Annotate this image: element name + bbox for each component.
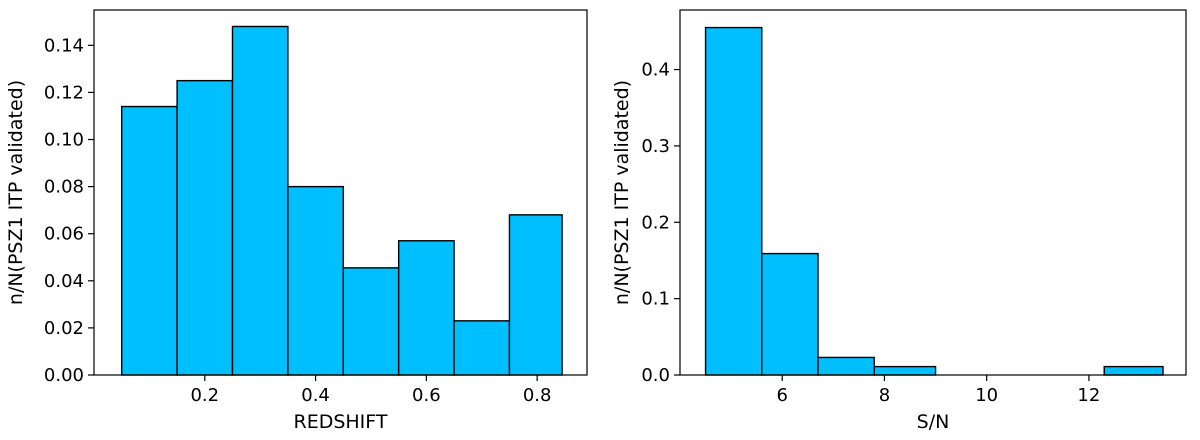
redshift-bar-4: [342, 267, 400, 376]
sn-y-tick-label-2: 0.2: [641, 212, 670, 233]
sn-y-tick-label-4: 0.4: [641, 60, 670, 81]
sn-x-tick-label-3: 12: [1077, 385, 1100, 406]
redshift-bar-3: [287, 185, 344, 376]
sn-bar-3: [873, 365, 937, 376]
redshift-bar-5: [397, 240, 455, 376]
redshift-plot-frame: [93, 9, 588, 376]
redshift-x-tick-label-2: 0.6: [412, 385, 441, 406]
redshift-bar-7: [508, 214, 563, 376]
redshift-x-tick-label-0: 0.2: [190, 385, 219, 406]
sn-x-tick-label-2: 10: [975, 385, 998, 406]
redshift-y-tick-label-4: 0.08: [44, 177, 84, 198]
sn-x-axis-label: S/N: [917, 411, 950, 433]
redshift-y-tick-label-2: 0.04: [44, 271, 84, 292]
redshift-y-tick-label-6: 0.12: [44, 82, 84, 103]
sn-bar-0: [704, 26, 763, 376]
redshift-bar-2: [231, 25, 289, 376]
sn-y-axis-label: n/N(PSZ1 ITP validated): [611, 80, 633, 305]
sn-x-tick-label-0: 6: [776, 385, 787, 406]
sn-bar-1: [761, 252, 819, 376]
sn-bar-7: [1103, 365, 1164, 376]
redshift-x-tick-label-3: 0.8: [523, 385, 552, 406]
redshift-x-axis-label: REDSHIFT: [294, 411, 388, 433]
redshift-histogram-panel: 0.2 0.4 0.6 0.8 0.00 0.02 0.04 0.06 0.08 0.10 0.12…: [5, 9, 588, 433]
redshift-x-tick-label-1: 0.4: [301, 385, 330, 406]
redshift-y-tick-label-7: 0.14: [44, 35, 84, 56]
sn-histogram-panel: 6 8 10 12 0.0 0.1 0.2 0.3 0.4 S/N n/N(PSZ1 ITP val…: [611, 9, 1187, 433]
redshift-bar-1: [176, 79, 234, 376]
sn-plot-frame: [679, 9, 1187, 376]
redshift-y-tick-label-3: 0.06: [44, 224, 84, 245]
redshift-bar-0: [120, 105, 178, 376]
sn-x-tick-label-1: 8: [879, 385, 890, 406]
sn-y-tick-label-3: 0.3: [641, 136, 670, 157]
redshift-y-tick-label-1: 0.02: [44, 318, 84, 339]
redshift-bar-6: [453, 320, 511, 376]
redshift-y-tick-label-0: 0.00: [44, 365, 84, 386]
redshift-y-tick-label-5: 0.10: [44, 130, 84, 151]
sn-y-tick-label-0: 0.0: [641, 365, 670, 386]
sn-bar-2: [817, 356, 875, 376]
sn-y-tick-label-1: 0.1: [641, 289, 670, 310]
redshift-y-axis-label: n/N(PSZ1 ITP validated): [5, 80, 27, 305]
